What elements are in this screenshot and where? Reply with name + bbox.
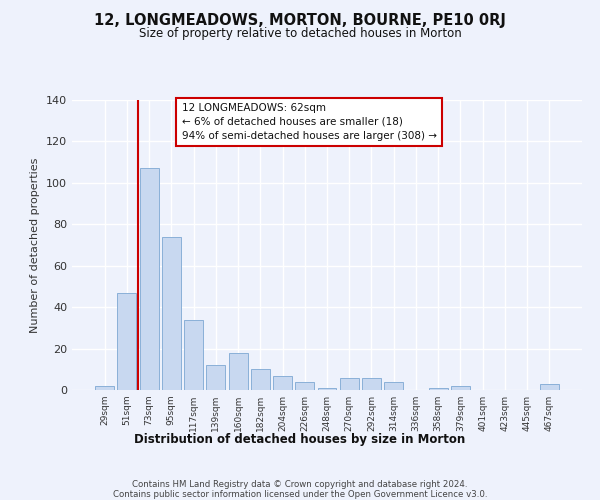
Bar	[429, 388, 448, 390]
Bar	[229, 352, 248, 390]
Bar	[95, 386, 114, 390]
Y-axis label: Number of detached properties: Number of detached properties	[31, 158, 40, 332]
Text: Size of property relative to detached houses in Morton: Size of property relative to detached ho…	[139, 28, 461, 40]
Bar	[384, 382, 403, 390]
Bar	[184, 320, 203, 390]
Text: Contains public sector information licensed under the Open Government Licence v3: Contains public sector information licen…	[113, 490, 487, 499]
Bar	[340, 378, 359, 390]
Bar	[362, 378, 381, 390]
Text: Distribution of detached houses by size in Morton: Distribution of detached houses by size …	[134, 432, 466, 446]
Bar	[317, 388, 337, 390]
Text: Contains HM Land Registry data © Crown copyright and database right 2024.: Contains HM Land Registry data © Crown c…	[132, 480, 468, 489]
Bar	[162, 236, 181, 390]
Bar	[451, 386, 470, 390]
Bar	[251, 370, 270, 390]
Bar	[118, 292, 136, 390]
Text: 12 LONGMEADOWS: 62sqm
← 6% of detached houses are smaller (18)
94% of semi-detac: 12 LONGMEADOWS: 62sqm ← 6% of detached h…	[182, 103, 437, 141]
Bar	[273, 376, 292, 390]
Bar	[540, 384, 559, 390]
Bar	[206, 365, 225, 390]
Text: 12, LONGMEADOWS, MORTON, BOURNE, PE10 0RJ: 12, LONGMEADOWS, MORTON, BOURNE, PE10 0R…	[94, 12, 506, 28]
Bar	[295, 382, 314, 390]
Bar	[140, 168, 158, 390]
